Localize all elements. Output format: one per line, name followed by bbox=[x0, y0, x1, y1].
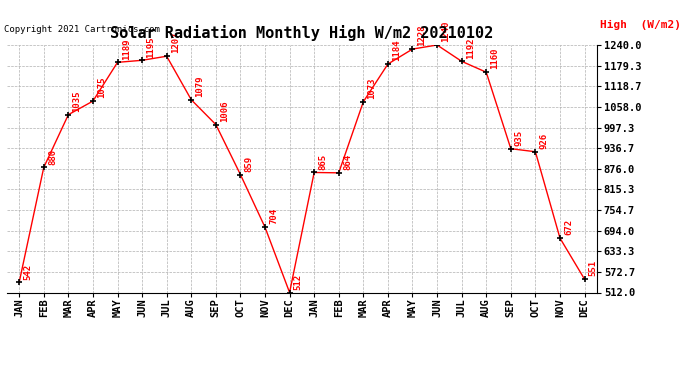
Text: High  (W/m2): High (W/m2) bbox=[600, 20, 681, 30]
Text: 1075: 1075 bbox=[97, 77, 106, 98]
Text: 1192: 1192 bbox=[466, 37, 475, 58]
Text: 859: 859 bbox=[244, 156, 254, 172]
Text: 1160: 1160 bbox=[491, 48, 500, 69]
Text: 1228: 1228 bbox=[417, 25, 426, 46]
Text: 935: 935 bbox=[515, 130, 524, 146]
Text: 1006: 1006 bbox=[220, 100, 229, 122]
Text: 542: 542 bbox=[23, 263, 32, 279]
Text: 880: 880 bbox=[48, 148, 57, 165]
Text: 672: 672 bbox=[564, 219, 573, 236]
Title: Solar Radiation Monthly High W/m2 20210102: Solar Radiation Monthly High W/m2 202101… bbox=[110, 25, 493, 41]
Text: 512: 512 bbox=[294, 274, 303, 290]
Text: 1073: 1073 bbox=[368, 78, 377, 99]
Text: 1184: 1184 bbox=[392, 40, 401, 61]
Text: 1079: 1079 bbox=[195, 75, 204, 97]
Text: 1035: 1035 bbox=[72, 90, 81, 112]
Text: 1189: 1189 bbox=[121, 38, 130, 60]
Text: 864: 864 bbox=[343, 154, 352, 170]
Text: 1207: 1207 bbox=[171, 32, 180, 54]
Text: 551: 551 bbox=[589, 260, 598, 276]
Text: 704: 704 bbox=[269, 209, 278, 225]
Text: 865: 865 bbox=[318, 154, 327, 170]
Text: 1195: 1195 bbox=[146, 36, 155, 57]
Text: Copyright 2021 Cartronics.com: Copyright 2021 Cartronics.com bbox=[4, 25, 160, 34]
Text: 926: 926 bbox=[540, 133, 549, 149]
Text: 1240: 1240 bbox=[441, 21, 451, 42]
